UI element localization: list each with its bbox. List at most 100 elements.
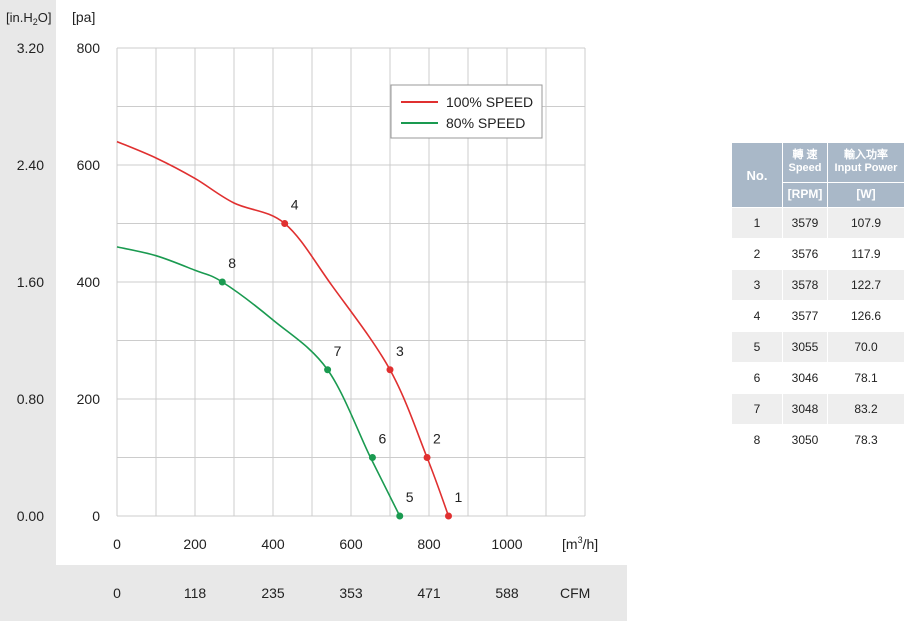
left-axis-panel [0,0,56,621]
table-row: 1 3579 107.9 [731,207,905,239]
table-unit-rpm: [RPM] [782,181,828,209]
y-tick-pa: 200 [77,391,101,407]
x-axis-cfm-unit: CFM [560,585,590,601]
x-tick-m3h: 800 [417,536,441,552]
y-axis-pa-ticks: 800 600 400 200 0 [77,40,101,524]
legend-label-80: 80% SPEED [446,115,525,131]
y-tick-inh2o: 0.00 [17,508,44,524]
cell-power: 78.1 [827,362,905,394]
table-row: 2 3576 117.9 [731,238,905,270]
y-tick-pa: 400 [77,274,101,290]
x-axis-cfm-ticks: 0 118 235 353 471 588 [113,585,519,601]
right-axis-unit: [pa] [72,9,95,25]
cell-power: 126.6 [827,300,905,332]
cell-rpm: 3576 [782,238,828,270]
x-tick-cfm: 471 [417,585,441,601]
series-line-speed-100 [116,140,450,517]
point-label-1: 1 [455,489,463,505]
y-axis-inh2o-ticks: 3.20 2.40 1.60 0.80 0.00 [17,40,44,524]
x-tick-m3h: 600 [339,536,363,552]
legend-label-100: 100% SPEED [446,94,533,110]
cell-power: 78.3 [827,424,905,456]
x-axis-m3h-ticks: 0 200 400 600 800 1000 [113,536,523,552]
y-tick-inh2o: 3.20 [17,40,44,56]
point-label-6: 6 [378,431,386,447]
legend: 100% SPEED 80% SPEED [390,84,543,139]
cell-no: 4 [731,300,783,332]
legend-box [390,84,543,139]
table-row: 5 3055 70.0 [731,331,905,363]
x-tick-cfm: 353 [339,585,363,601]
y-tick-pa: 600 [77,157,101,173]
cell-rpm: 3579 [782,207,828,239]
cell-rpm: 3050 [782,424,828,456]
cell-no: 7 [731,393,783,425]
cell-rpm: 3055 [782,331,828,363]
cell-no: 3 [731,269,783,301]
speed-power-table: No. 轉 速 Speed 輸入功率 Input Power [RPM] [W]… [731,142,905,456]
data-point-8 [218,278,226,286]
x-tick-m3h: 200 [183,536,207,552]
cell-rpm: 3578 [782,269,828,301]
x-tick-cfm: 235 [261,585,285,601]
data-point-4 [281,220,289,227]
y-tick-pa: 800 [77,40,101,56]
cell-power: 107.9 [827,207,905,239]
table-header-power: 輸入功率 Input Power [827,142,905,183]
point-label-7: 7 [334,343,342,359]
cell-no: 1 [731,207,783,239]
cell-rpm: 3048 [782,393,828,425]
y-tick-inh2o: 2.40 [17,157,44,173]
table-row: 6 3046 78.1 [731,362,905,394]
cell-no: 6 [731,362,783,394]
cell-power: 83.2 [827,393,905,425]
x-tick-m3h: 1000 [491,536,522,552]
point-label-5: 5 [406,489,414,505]
x-tick-cfm: 588 [495,585,519,601]
x-tick-cfm: 0 [113,585,121,601]
data-point-2 [423,454,431,461]
table-header-power-cn: 輸入功率 [844,149,888,162]
table-header-power-en: Input Power [834,162,898,175]
point-label-4: 4 [291,197,299,213]
data-point-1 [445,512,452,520]
cell-power: 70.0 [827,331,905,363]
series-layer: 1 2 3 4 5 6 7 8 [116,140,463,520]
data-point-6 [368,454,376,461]
table-row: 8 3050 78.3 [731,424,905,456]
cell-rpm: 3577 [782,300,828,332]
cell-power: 122.7 [827,269,905,301]
cell-no: 8 [731,424,783,456]
table-header-speed-en: Speed [788,162,822,175]
x-tick-m3h: 400 [261,536,285,552]
y-tick-inh2o: 1.60 [17,274,44,290]
left-axis-unit: [in.H2O] [6,10,51,27]
y-tick-inh2o: 0.80 [17,391,44,407]
data-point-3 [386,366,394,374]
cell-no: 5 [731,331,783,363]
table-unit-w: [W] [827,181,905,209]
data-point-7 [324,366,332,374]
point-label-2: 2 [433,431,441,447]
table-header-speed: 轉 速 Speed [782,142,828,183]
y-tick-pa: 0 [92,508,100,524]
point-label-8: 8 [228,255,236,271]
cell-rpm: 3046 [782,362,828,394]
table-header-speed-cn: 轉 速 [792,149,818,162]
x-tick-cfm: 118 [184,585,207,601]
data-point-5 [396,512,404,520]
table-row: 7 3048 83.2 [731,393,905,425]
cfm-axis-panel [0,565,627,621]
x-tick-m3h: 0 [113,536,121,552]
table-header-no: No. [731,142,783,208]
plot-grid [116,47,586,517]
table-body: 1 3579 107.9 2 3576 117.9 3 3578 122.7 4 3577 126.6… [731,207,905,456]
table-row: 4 3577 126.6 [731,300,905,332]
cell-power: 117.9 [827,238,905,270]
point-label-3: 3 [396,343,404,359]
table-row: 3 3578 122.7 [731,269,905,301]
series-line-speed-80 [116,246,401,517]
x-axis-m3h-unit: [m3/h] [562,535,598,552]
cell-no: 2 [731,238,783,270]
